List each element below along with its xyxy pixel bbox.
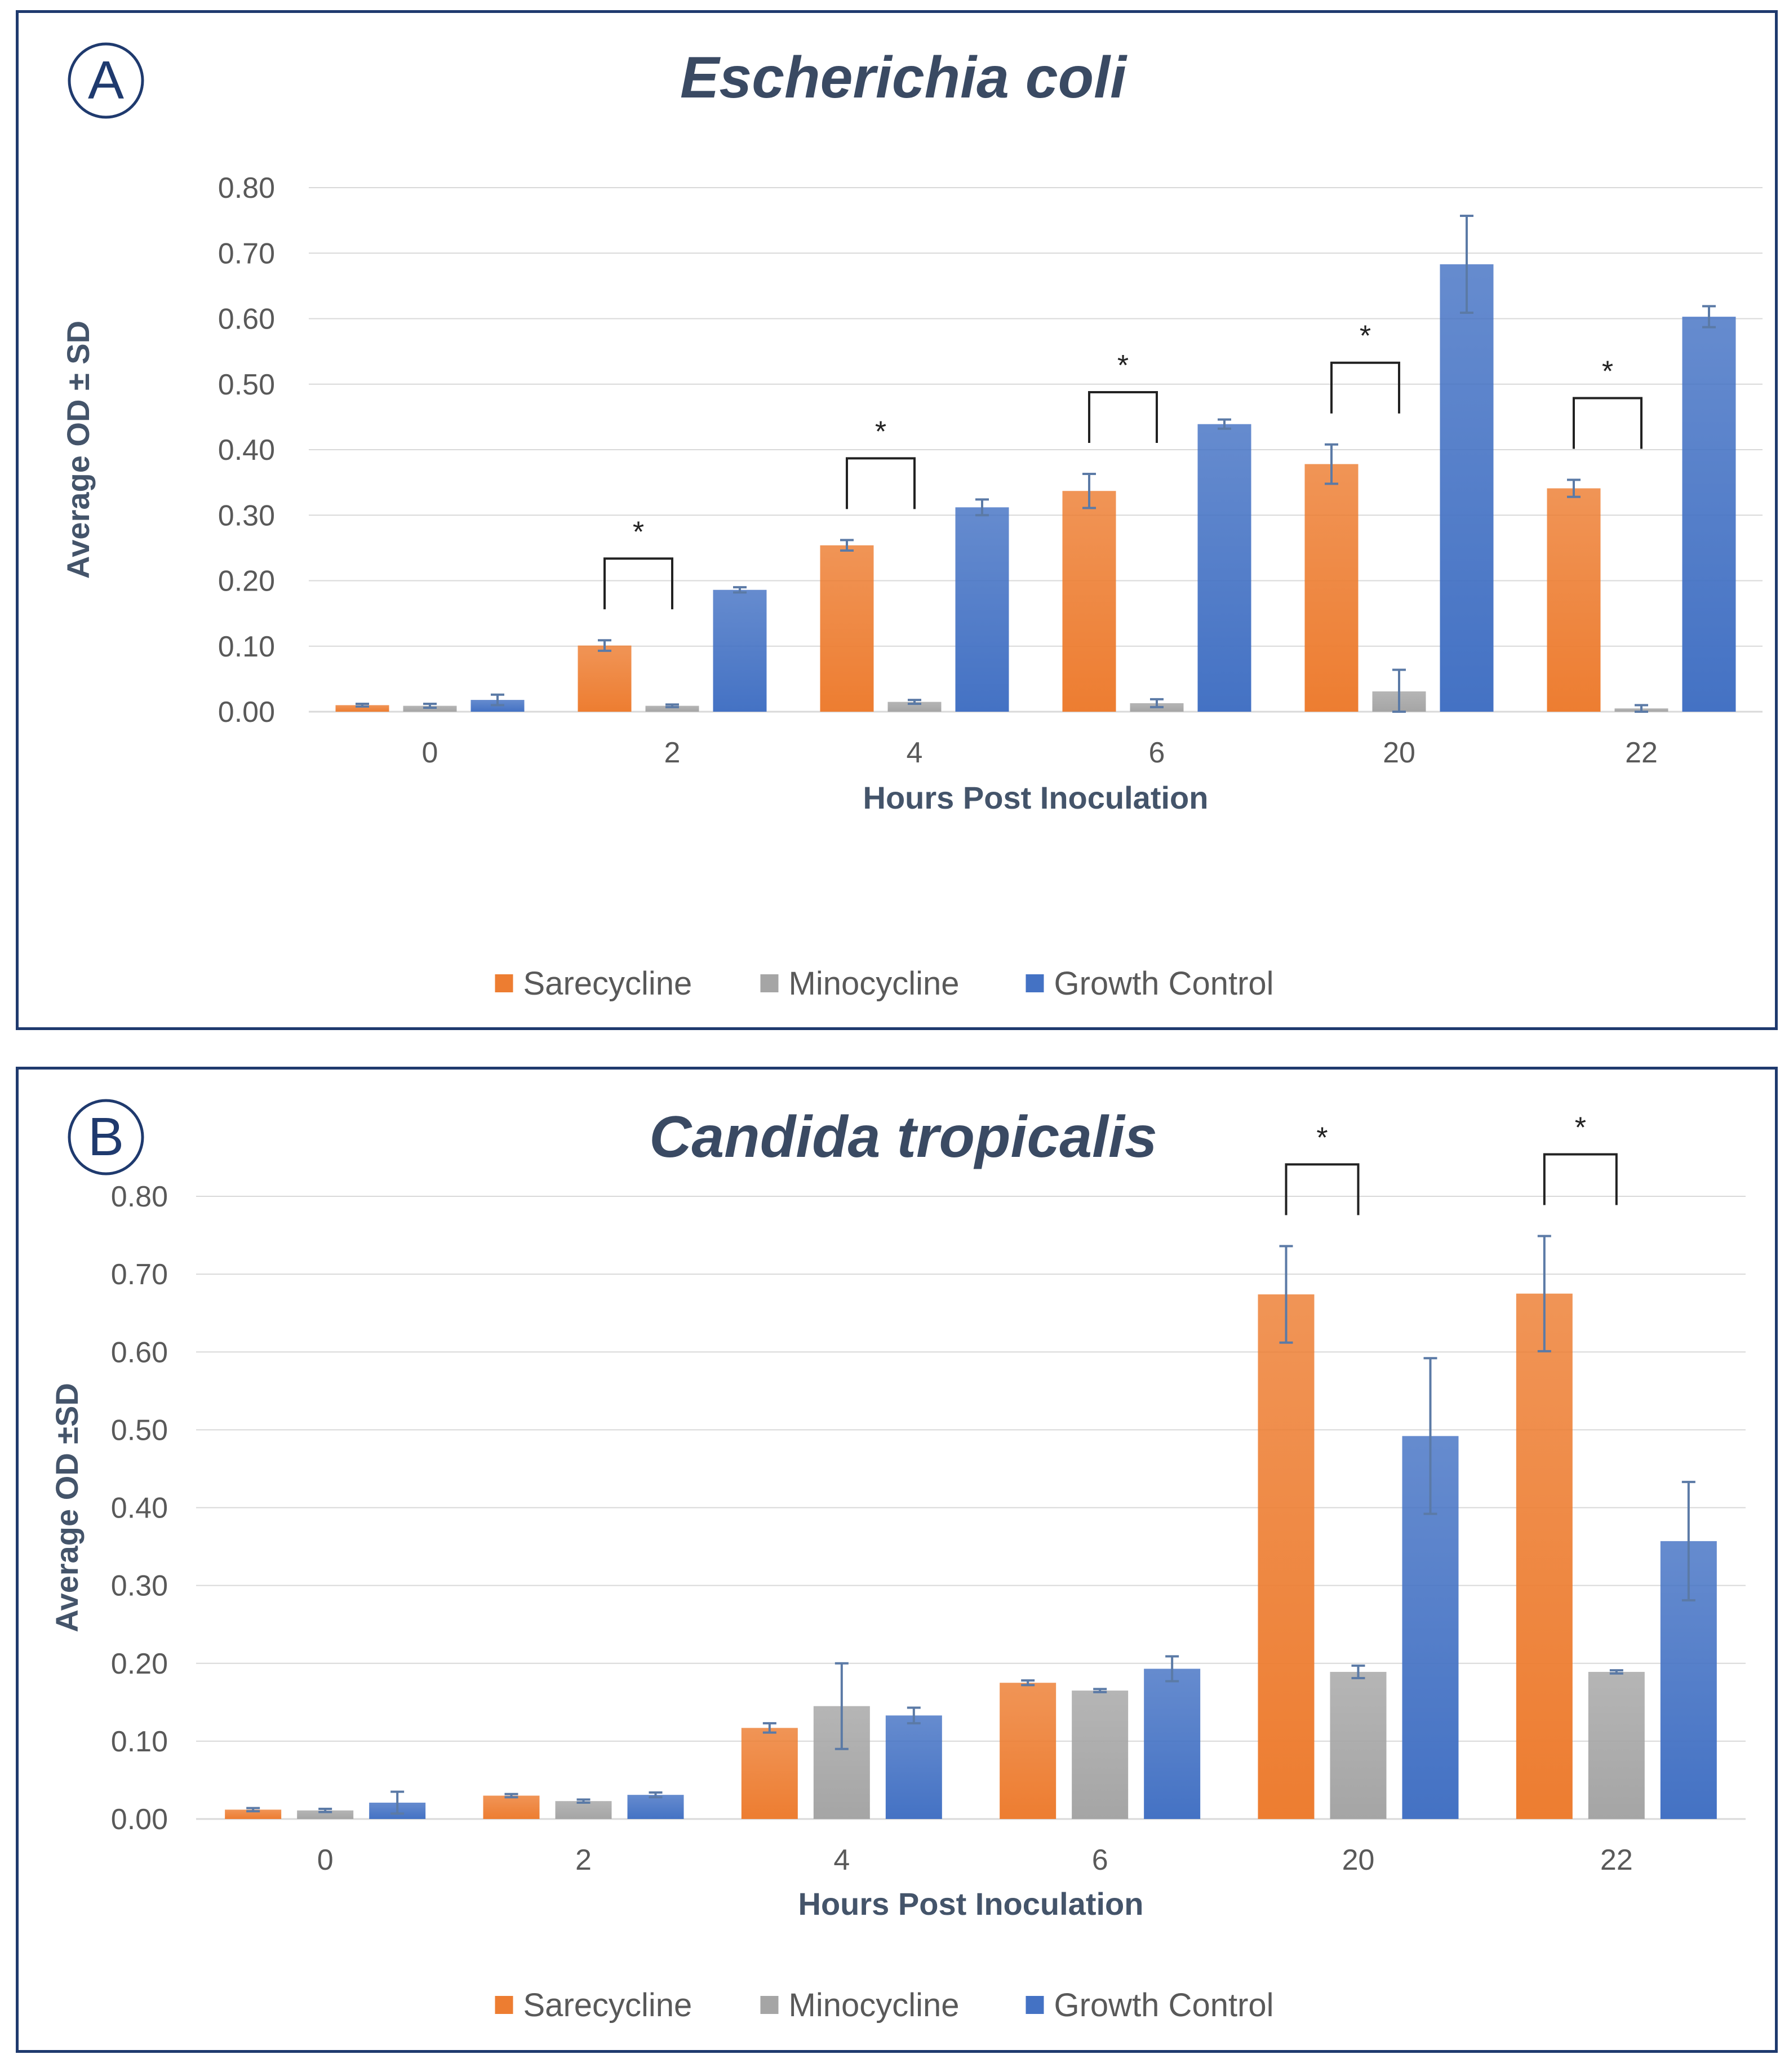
legend-label: Growth Control (1054, 965, 1274, 1002)
significance-bracket (846, 457, 916, 509)
x-tick-label: 22 (1625, 736, 1658, 769)
bar-sarecycline-0h (335, 705, 389, 712)
panel-letter-circle (68, 1099, 144, 1175)
bar-growth-control-20h (1440, 264, 1494, 712)
significance-star: * (1575, 1111, 1586, 1144)
legend-label: Sarecycline (523, 1987, 692, 2024)
significance-bracket (1543, 1153, 1618, 1205)
legend-swatch (760, 974, 779, 992)
panel-letter: B (88, 1107, 124, 1167)
bar-minocycline-0h (297, 1810, 354, 1819)
significance-star: * (1117, 349, 1129, 382)
y-tick-label: 0.50 (111, 1414, 168, 1447)
x-axis-title: Hours Post Inoculation (863, 780, 1209, 815)
y-tick-label: 0.80 (111, 1181, 168, 1213)
significance-star: * (1360, 320, 1371, 353)
y-axis-title: Average OD ±SD (49, 1383, 85, 1632)
x-axis-title: Hours Post Inoculation (798, 1886, 1144, 1922)
chart-b: B Candida tropicalis 0.00 0.10 0.20 0.30 0.40 0… (49, 1099, 1746, 2024)
x-tick-label: 20 (1383, 736, 1415, 769)
y-tick-label: 0.20 (111, 1648, 168, 1680)
y-tick-label: 0.80 (218, 172, 275, 205)
y-tick-label: 0.40 (111, 1492, 168, 1525)
bar-sarecycline-2h (578, 645, 632, 712)
significance-star: * (1316, 1121, 1328, 1154)
y-tick-label: 0.30 (111, 1570, 168, 1603)
x-tick-label: 4 (833, 1844, 850, 1876)
bar-minocycline-22h (1588, 1671, 1645, 1819)
significance-bracket (1285, 1163, 1360, 1215)
bar-growth-control-4h (955, 507, 1009, 712)
panel-b: B Candida tropicalis 0.00 0.10 0.20 0.30 0.40 0… (16, 1067, 1778, 2053)
legend-swatch (1026, 974, 1044, 992)
y-tick-label: 0.10 (218, 631, 275, 663)
x-tick-label: 2 (575, 1844, 592, 1876)
bar-sarecycline-4h (820, 545, 874, 712)
significance-bracket (1573, 397, 1642, 449)
x-tick-label: 0 (317, 1844, 334, 1876)
y-tick-label: 0.70 (218, 237, 275, 270)
bar-growth-control-2h (713, 589, 767, 712)
y-tick-label: 0.00 (111, 1803, 168, 1836)
bar-growth-control-22h (1682, 317, 1736, 712)
bar-sarecycline-6h (1062, 491, 1116, 712)
bar-sarecycline-22h (1547, 488, 1601, 712)
y-tick-label: 0.20 (218, 565, 275, 598)
bar-sarecycline-0h (225, 1809, 282, 1819)
y-tick-label: 0.50 (218, 369, 275, 401)
panel-letter-circle (68, 42, 144, 119)
bar-minocycline-2h (555, 1801, 612, 1819)
legend-swatch (495, 1996, 513, 2014)
legend-label: Growth Control (1054, 1987, 1274, 2024)
significance-star: * (633, 516, 644, 548)
bar-sarecycline-4h (741, 1728, 798, 1819)
x-tick-label: 6 (1092, 1844, 1108, 1876)
bar-sarecycline-6h (1000, 1683, 1056, 1819)
chart-title: Escherichia coli (680, 45, 1127, 110)
legend-label: Sarecycline (523, 965, 692, 1002)
x-tick-label: 4 (907, 736, 923, 769)
y-tick-label: 0.60 (111, 1336, 168, 1369)
bar-minocycline-20h (1330, 1671, 1387, 1819)
significance-bracket (1330, 361, 1400, 414)
bar-sarecycline-20h (1304, 464, 1359, 712)
legend-label: Minocycline (789, 1987, 960, 2024)
bar-minocycline-6h (1072, 1691, 1129, 1819)
bar-growth-control-2h (627, 1795, 684, 1819)
legend-label: Minocycline (789, 965, 960, 1002)
bar-sarecycline-2h (483, 1795, 540, 1819)
y-tick-label: 0.30 (218, 499, 275, 532)
bar-minocycline-2h (645, 706, 699, 712)
y-tick-label: 0.00 (218, 696, 275, 729)
bar-sarecycline-22h (1516, 1293, 1573, 1819)
bar-growth-control-6h (1144, 1669, 1201, 1819)
bar-growth-control-4h (885, 1715, 942, 1819)
panel-a: A Escherichia coli 0.00 0.10 0.20 0.30 0.40 0.5… (16, 10, 1778, 1030)
panel-letter: A (88, 50, 124, 110)
x-tick-label: 22 (1600, 1844, 1633, 1876)
legend-swatch (1026, 1996, 1044, 2014)
significance-star: * (875, 415, 886, 448)
chart-a: A Escherichia coli 0.00 0.10 0.20 0.30 0.40 0.5… (60, 42, 1763, 1002)
legend-swatch (760, 1996, 779, 2014)
y-axis-title: Average OD ± SD (60, 321, 96, 579)
significance-bracket (1088, 391, 1158, 443)
y-tick-label: 0.10 (111, 1725, 168, 1758)
bar-sarecycline-20h (1258, 1294, 1315, 1819)
legend-swatch (495, 974, 513, 992)
x-tick-label: 6 (1149, 736, 1165, 769)
bar-growth-control-6h (1197, 424, 1251, 712)
y-tick-label: 0.60 (218, 303, 275, 336)
y-tick-label: 0.40 (218, 434, 275, 467)
bar-minocycline-4h (887, 702, 942, 712)
chart-title: Candida tropicalis (649, 1104, 1157, 1170)
significance-bracket (603, 557, 673, 610)
x-tick-label: 0 (422, 736, 438, 769)
x-tick-label: 2 (664, 736, 681, 769)
x-tick-label: 20 (1342, 1844, 1375, 1876)
significance-star: * (1602, 355, 1613, 388)
y-tick-label: 0.70 (111, 1258, 168, 1291)
